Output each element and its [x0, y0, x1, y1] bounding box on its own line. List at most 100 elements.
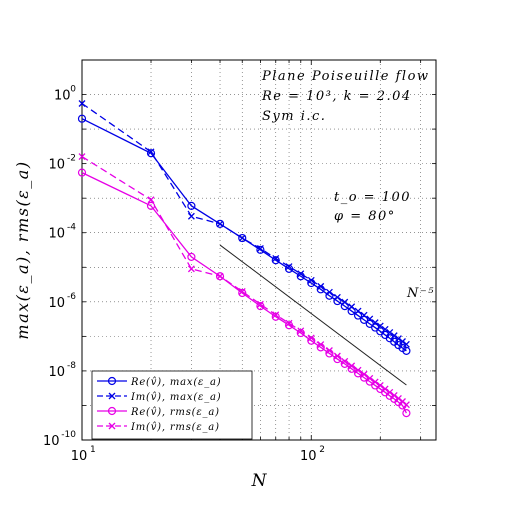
data-point: [78, 153, 86, 161]
annotation-title-line-2: Re = 10³, k = 2.04: [261, 89, 412, 104]
data-point: [317, 282, 325, 290]
x-axis-label: N: [251, 471, 268, 491]
marker-stroke: [187, 265, 195, 273]
marker-stroke: [285, 319, 293, 327]
data-point: [215, 219, 225, 229]
marker-stroke: [187, 212, 195, 220]
marker-stroke: [381, 385, 389, 393]
x-tick-label-exponent: 2: [319, 445, 325, 455]
y-tick-label-exponent: -4: [67, 223, 76, 233]
data-point: [216, 272, 224, 280]
annotation-param-t0: t_o = 100: [334, 190, 411, 205]
legend-label: Re(v̂), rms(ε_a): [130, 407, 220, 418]
marker-stroke: [216, 220, 224, 228]
data-point: [348, 362, 356, 370]
data-point: [271, 312, 280, 321]
data-point: [307, 334, 315, 342]
data-point: [359, 315, 369, 324]
data-point: [402, 401, 410, 409]
data-point: [285, 319, 293, 327]
marker-stroke: [360, 311, 368, 319]
data-point: [366, 374, 374, 382]
y-tick-label: 10: [54, 89, 71, 104]
data-point: [78, 100, 86, 107]
reference-slope-line: [219, 244, 407, 386]
marker-stroke: [341, 357, 349, 365]
data-point: [256, 245, 264, 252]
data-point: [256, 245, 265, 254]
data-point: [77, 168, 87, 177]
legend-label: Im(v̂), max(ε_a): [130, 392, 221, 403]
marker-stroke: [317, 341, 325, 348]
data-point: [376, 322, 384, 330]
y-tick-label: 10: [48, 296, 65, 311]
data-point: [402, 346, 411, 355]
legend-item-2: Im(v̂), max(ε_a): [97, 392, 221, 403]
y-tick-label: 10: [48, 365, 65, 380]
y-tick-label: 10: [48, 227, 65, 242]
data-point: [187, 265, 195, 273]
marker-stroke: [376, 381, 384, 389]
data-point: [325, 347, 333, 354]
marker-stroke: [341, 298, 349, 306]
data-point: [381, 325, 389, 333]
marker-stroke: [147, 196, 155, 204]
annotation-title-line-1: Plane Poiseuille flow: [261, 69, 430, 84]
marker-stroke: [386, 388, 394, 396]
y-tick-label-exponent: -8: [67, 361, 76, 371]
data-point: [297, 327, 305, 335]
marker-stroke: [297, 270, 305, 278]
legend-label: Re(v̂), max(ε_a): [130, 377, 221, 388]
legend-swatch-marker: [107, 376, 117, 386]
data-point: [394, 335, 402, 343]
y-tick-label-exponent: -2: [67, 154, 76, 164]
marker-stroke: [238, 287, 246, 295]
marker-stroke: [390, 391, 398, 399]
marker-stroke: [348, 362, 356, 370]
marker-stroke: [238, 234, 246, 242]
data-point: [285, 263, 293, 271]
y-tick-label-exponent: -10: [61, 430, 76, 440]
marker-stroke: [307, 276, 315, 284]
data-point: [272, 254, 280, 262]
marker-stroke: [307, 334, 315, 342]
series-2: [78, 100, 410, 348]
data-point: [386, 388, 394, 396]
marker-stroke: [256, 300, 264, 308]
data-point: [238, 287, 246, 295]
marker-stroke: [394, 335, 402, 343]
data-point: [376, 381, 384, 389]
marker-stroke: [256, 245, 264, 252]
marker-stroke: [78, 153, 86, 161]
marker-stroke: [399, 398, 406, 405]
legend-swatch-marker: [108, 392, 116, 400]
marker-stroke: [381, 325, 389, 333]
annotation-slope-label: N⁻⁵: [406, 286, 435, 301]
data-point: [348, 303, 356, 311]
marker-stroke: [325, 347, 333, 354]
data-point: [256, 300, 264, 308]
data-point: [394, 394, 402, 402]
legend-item-3: Re(v̂), rms(ε_a): [97, 406, 220, 418]
x-tick-label-exponent: 1: [90, 445, 96, 455]
legend-label: Im(v̂), rms(ε_a): [130, 422, 220, 433]
data-point: [371, 378, 379, 386]
y-tick-label-exponent: -6: [67, 292, 76, 302]
data-point: [325, 288, 333, 296]
data-point: [187, 201, 196, 210]
marker-stroke: [376, 322, 384, 330]
data-point: [187, 212, 195, 220]
data-point: [238, 234, 246, 242]
marker-stroke: [386, 328, 394, 336]
data-point: [147, 196, 155, 204]
marker-stroke: [399, 338, 406, 345]
data-point: [354, 366, 362, 374]
data-point: [317, 341, 325, 348]
y-tick-label: 10: [48, 158, 65, 173]
marker-stroke: [78, 100, 86, 107]
data-point: [215, 272, 225, 281]
legend-swatch-marker: [107, 406, 117, 416]
data-point: [333, 352, 341, 360]
data-point: [77, 114, 87, 123]
